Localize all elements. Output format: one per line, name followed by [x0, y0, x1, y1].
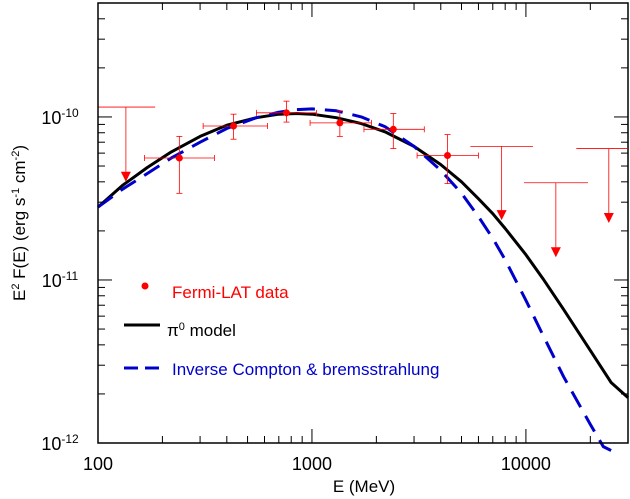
- plot-frame: [97, 2, 629, 444]
- upper-limit: [524, 182, 588, 258]
- upper-limit: [576, 148, 627, 223]
- data-points: [98, 100, 627, 258]
- model-curves: [97, 107, 629, 452]
- upper-limit-arrow: [120, 171, 131, 182]
- x-axis-label: E (MeV): [333, 477, 395, 496]
- data-point-marker: [336, 119, 344, 127]
- x-tick-label: 100: [83, 454, 113, 474]
- upper-limit: [470, 145, 534, 221]
- data-point: [363, 113, 425, 149]
- x-tick-label: 1000: [292, 454, 332, 474]
- y-axis-label: E2 F(E) (erg s-1 cm-2): [10, 145, 29, 301]
- pi0-model-curve: [97, 112, 629, 399]
- legend-data-marker: [141, 282, 149, 290]
- data-point-marker: [175, 154, 183, 162]
- data-point: [144, 135, 215, 194]
- data-point: [309, 110, 372, 137]
- x-tick-label: 10000: [501, 454, 551, 474]
- y-tick-label: 10-12: [41, 432, 79, 454]
- legend-data-label: Fermi-LAT data: [172, 283, 289, 302]
- plot-border: [97, 2, 629, 444]
- data-point: [202, 113, 268, 140]
- data-point: [256, 100, 317, 123]
- upper-limit-arrow: [550, 247, 561, 258]
- data-point-marker: [389, 125, 397, 133]
- upper-limit-arrow: [496, 210, 507, 221]
- legend-ic-label: Inverse Compton & bremsstrahlung: [172, 360, 439, 379]
- upper-limit: [98, 106, 156, 182]
- axis-ticks: 100 1000 10000 10-10 10-11 10-12: [41, 2, 629, 474]
- legend-pi0-label: π0 model: [167, 321, 236, 340]
- inverse-compton-curve: [97, 107, 612, 452]
- y-tick-label: 10-11: [42, 269, 79, 291]
- data-point: [416, 134, 479, 185]
- upper-limit-arrow: [603, 212, 614, 223]
- data-point-marker: [443, 152, 451, 160]
- legend: Fermi-LAT data π0 model Inverse Compton …: [124, 282, 439, 379]
- data-point-marker: [282, 109, 290, 117]
- data-point-marker: [230, 122, 238, 130]
- y-tick-label: 10-10: [41, 106, 79, 128]
